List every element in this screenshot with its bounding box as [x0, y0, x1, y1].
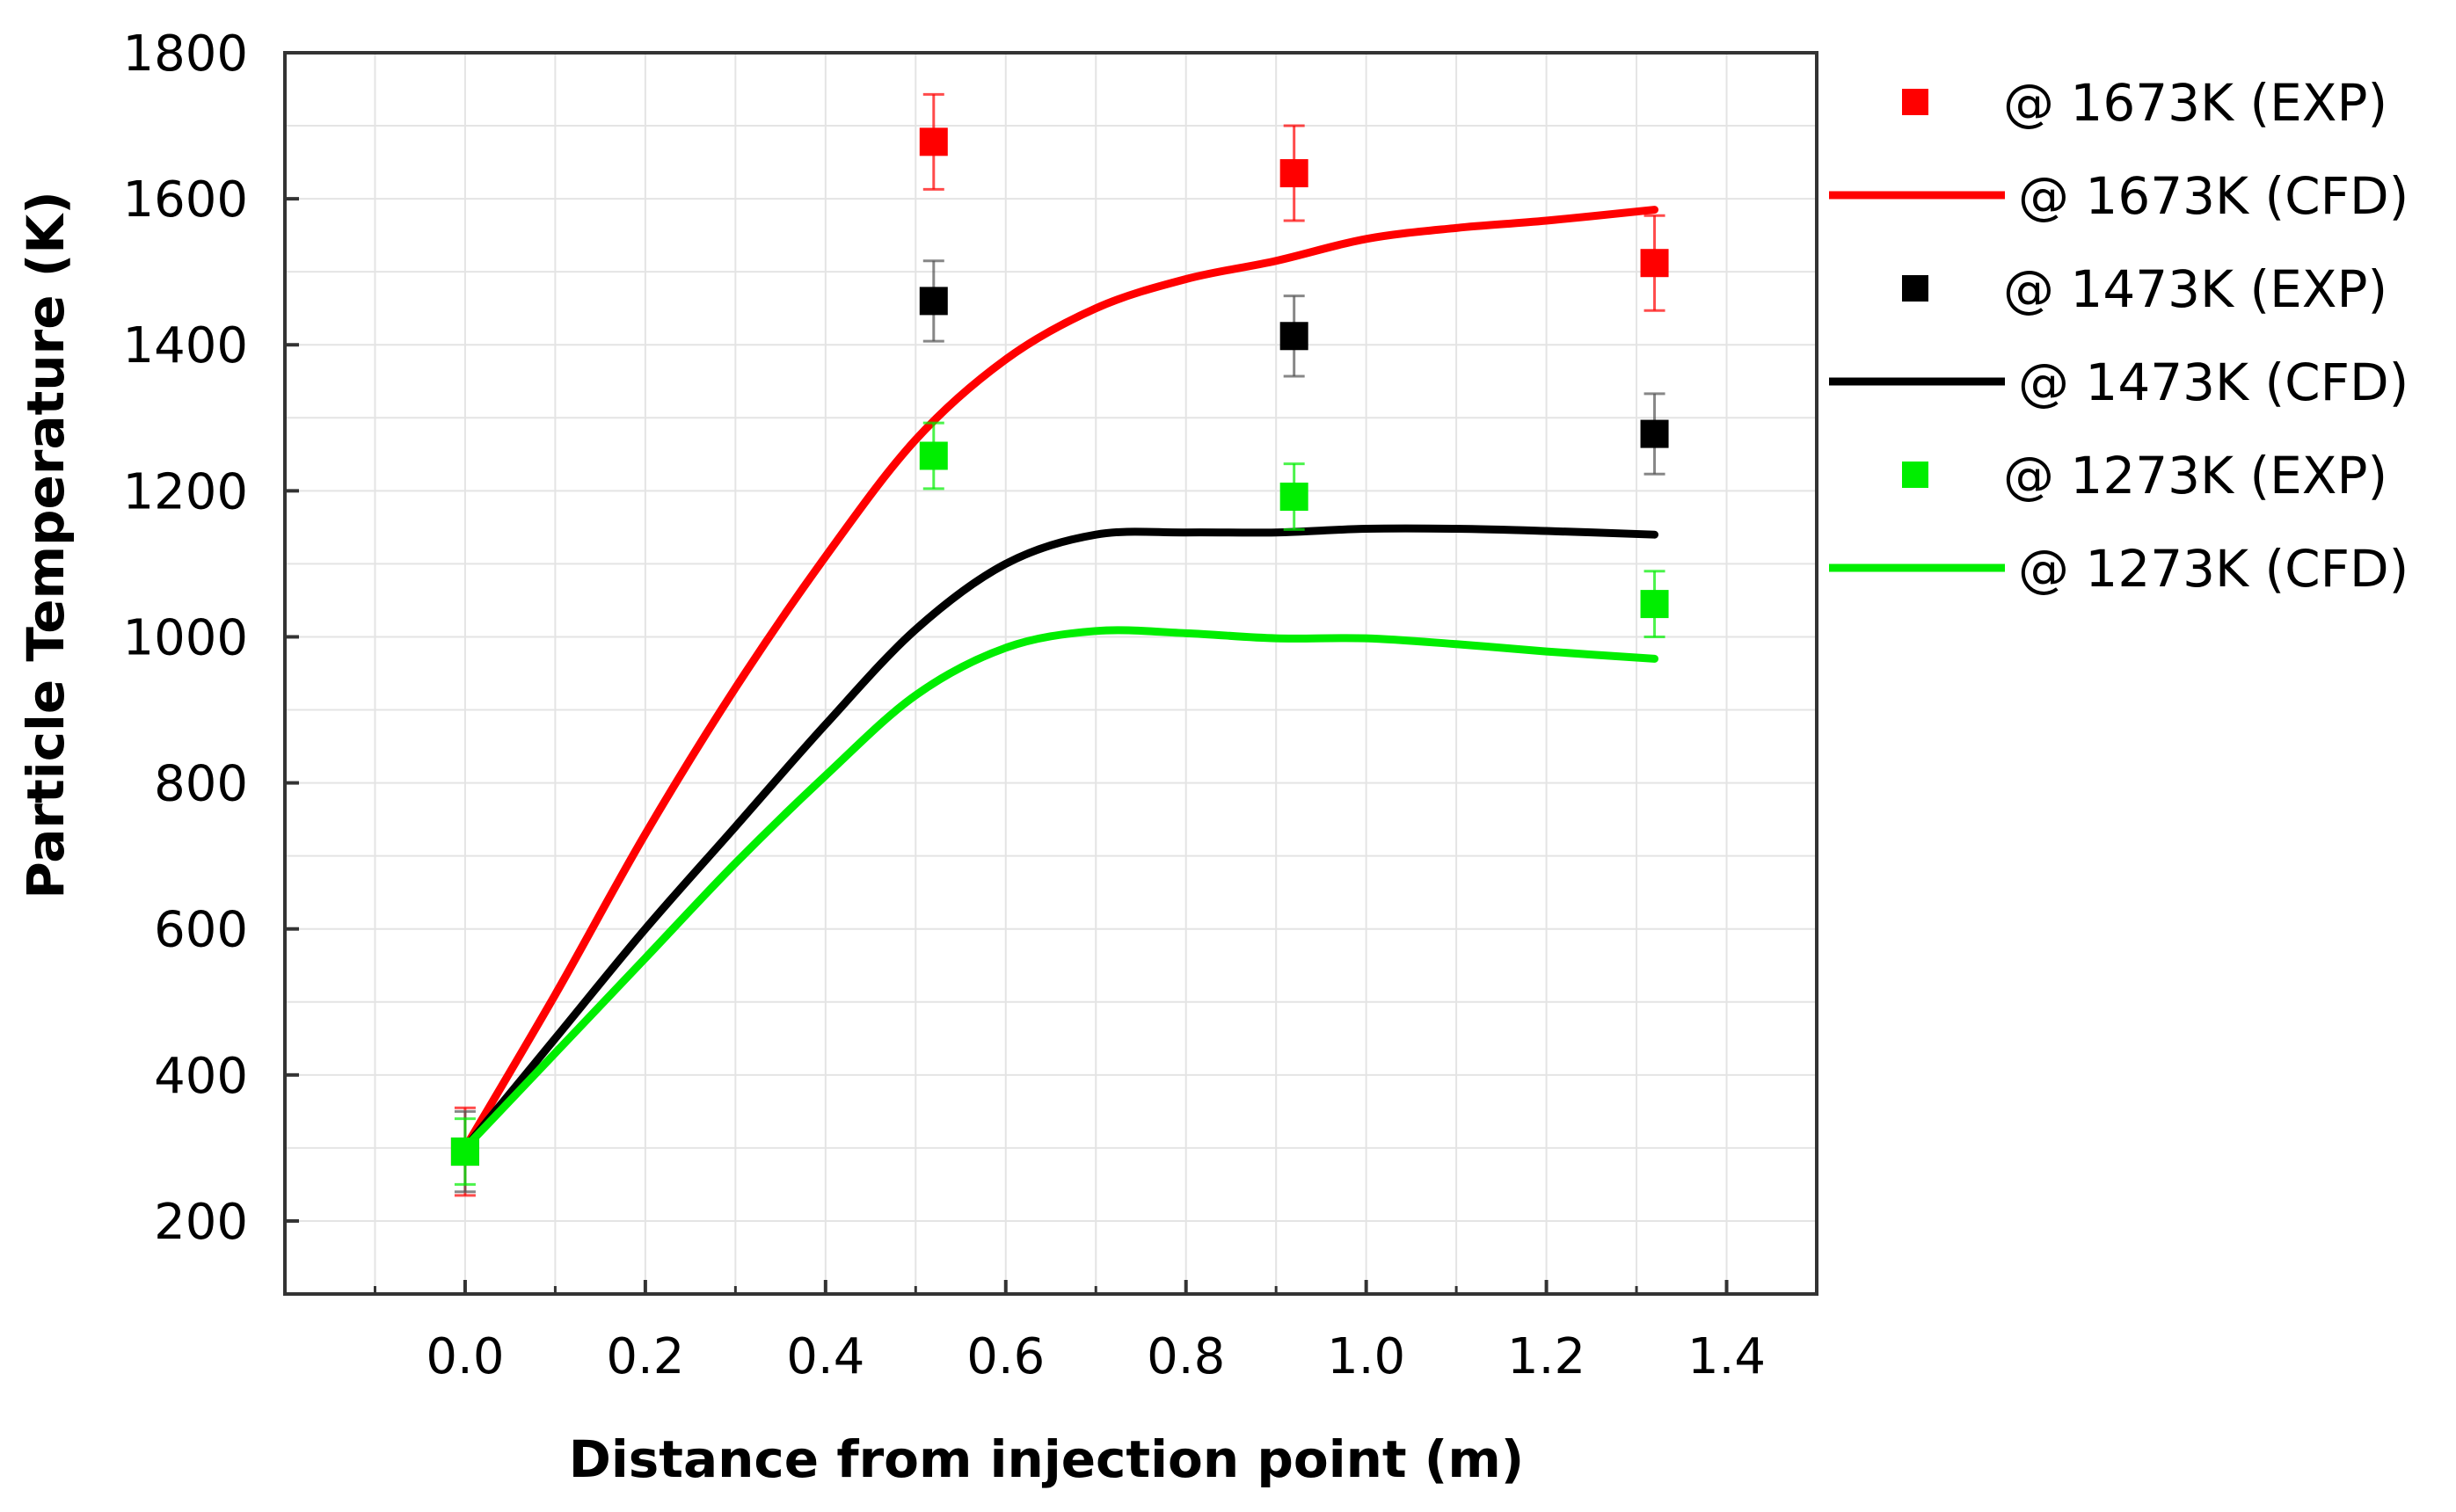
legend-label: @ 1673K (EXP): [2003, 73, 2387, 133]
legend-label: @ 1473K (CFD): [2018, 353, 2409, 412]
y-tick-label: 1400: [122, 317, 248, 374]
data-point--1273k-exp-: [1279, 482, 1308, 511]
x-tick-label: 0.6: [966, 1328, 1045, 1385]
plot-frame: [283, 51, 1818, 1296]
y-tick-label: 600: [154, 902, 248, 959]
series-line--1473k-cfd-: [461, 524, 1659, 1152]
x-tick-label: 0.4: [786, 1328, 864, 1385]
x-tick-label: 1.4: [1687, 1328, 1766, 1385]
y-tick-label: 1000: [122, 609, 248, 666]
x-tick-label: 0.8: [1147, 1328, 1225, 1385]
y-axis-title: Particle Temperature (K): [16, 191, 76, 898]
x-tick-label: 1.0: [1327, 1328, 1405, 1385]
axis-ticks: 0.0 0.2 0.4 0.6 0.8 1.0 1.2 1.4 200 400 600 800 1000…: [122, 25, 1766, 1385]
x-tick-label: 1.2: [1507, 1328, 1585, 1385]
data-series: [450, 92, 1669, 1197]
data-point--1473k-exp-: [1640, 419, 1669, 448]
x-tick-label: 0.0: [426, 1328, 504, 1385]
legend-label: @ 1273K (EXP): [2003, 446, 2387, 505]
legend-marker: [1902, 275, 1928, 302]
y-tick-label: 400: [154, 1048, 248, 1105]
data-point--1273k-exp-: [1640, 590, 1669, 619]
legend-label: @ 1473K (EXP): [2003, 259, 2387, 319]
data-point--1473k-exp-: [919, 287, 948, 316]
data-point--1673k-exp-: [1640, 249, 1669, 278]
x-tick-label: 0.2: [606, 1328, 684, 1385]
data-point--1273k-exp-: [450, 1138, 479, 1167]
series-line--1273k-cfd-: [461, 626, 1659, 1152]
y-tick-label: 200: [154, 1194, 248, 1251]
series-line--1673k-cfd-: [461, 206, 1659, 1152]
y-tick-label: 1200: [122, 463, 248, 520]
data-point--1673k-exp-: [1279, 159, 1308, 188]
legend-label: @ 1673K (CFD): [2018, 166, 2409, 226]
y-tick-label: 800: [154, 756, 248, 813]
data-point--1473k-exp-: [1279, 322, 1308, 351]
legend: @ 1673K (EXP) @ 1673K (CFD) @ 1473K (EXP) @…: [1829, 73, 2409, 599]
x-axis-title: Distance from injection point (m): [569, 1429, 1525, 1489]
legend-marker: [1902, 89, 1928, 115]
y-tick-label: 1800: [122, 25, 248, 83]
legend-label: @ 1273K (CFD): [2018, 539, 2409, 599]
data-point--1673k-exp-: [919, 127, 948, 156]
data-point--1273k-exp-: [919, 441, 948, 470]
legend-marker: [1902, 462, 1928, 488]
y-tick-label: 1600: [122, 171, 248, 229]
